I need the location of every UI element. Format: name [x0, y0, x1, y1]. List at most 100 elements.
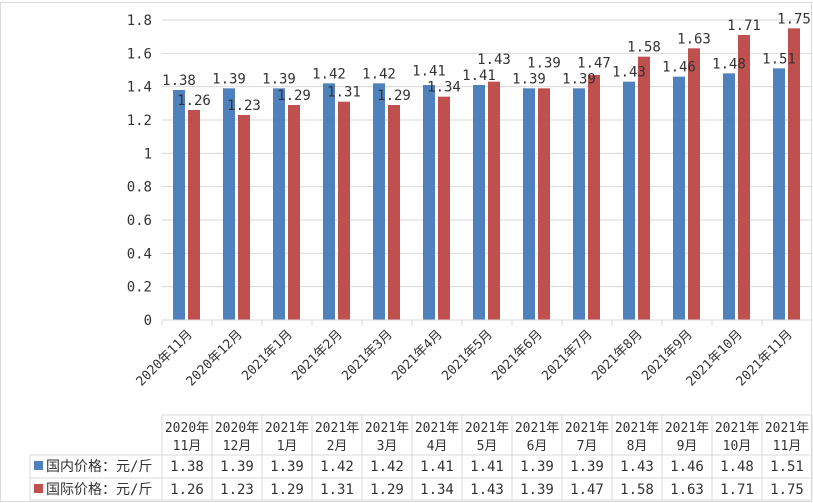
- bar-domestic: [273, 88, 285, 320]
- table-cell: 1.34: [420, 482, 454, 498]
- data-label-international: 1.39: [527, 55, 561, 71]
- table-header-month: 4月: [427, 439, 448, 454]
- bar-international: [638, 56, 650, 321]
- bar-international: [188, 110, 200, 320]
- data-label-international: 1.31: [327, 85, 361, 101]
- bar-international: [238, 115, 250, 320]
- bar-domestic: [223, 88, 235, 320]
- bar-domestic: [423, 85, 435, 320]
- table-cell: 1.48: [720, 459, 754, 475]
- table-cell: 1.58: [620, 482, 654, 498]
- x-tick-label: 2021年7月: [539, 327, 596, 384]
- table-header-year: 2020年: [165, 421, 209, 436]
- table-header-year: 2021年: [665, 421, 709, 436]
- data-label-international: 1.43: [477, 52, 511, 68]
- table-header-year: 2021年: [465, 421, 509, 436]
- table-cell: 1.29: [270, 482, 304, 498]
- bar-international: [388, 105, 400, 320]
- data-label-international: 1.71: [727, 18, 761, 34]
- x-tick-label: 2021年6月: [489, 327, 546, 384]
- bar-international: [788, 28, 800, 320]
- table-cell: 1.41: [470, 459, 504, 475]
- data-label-domestic: 1.39: [262, 71, 296, 87]
- bar-domestic: [573, 88, 585, 320]
- bar-international: [588, 75, 600, 320]
- table-header-year: 2020年: [215, 421, 259, 436]
- data-label-domestic: 1.43: [612, 65, 646, 81]
- table-header-year: 2021年: [265, 421, 309, 436]
- bar-domestic: [523, 88, 535, 320]
- data-label-international: 1.47: [577, 55, 611, 71]
- data-label-international: 1.29: [277, 88, 311, 104]
- y-tick-label: 0.2: [127, 280, 152, 296]
- table-header-month: 9月: [677, 439, 698, 454]
- table-cell: 1.41: [420, 459, 454, 475]
- x-tick-label: 2021年2月: [289, 327, 346, 384]
- y-tick-label: 0: [144, 313, 152, 329]
- x-tick-label: 2021年5月: [439, 327, 496, 384]
- bar-domestic: [323, 83, 335, 320]
- table-header-year: 2021年: [315, 421, 359, 436]
- table-header-month: 3月: [377, 439, 398, 454]
- table-cell: 1.39: [520, 482, 554, 498]
- table-cell: 1.46: [670, 459, 704, 475]
- x-tick-label: 2021年4月: [389, 327, 446, 384]
- bar-international: [738, 35, 750, 320]
- y-tick-label: 0.8: [127, 180, 152, 196]
- data-label-domestic: 1.39: [562, 71, 596, 87]
- data-label-domestic: 1.42: [312, 66, 346, 82]
- table-cell: 1.75: [770, 482, 804, 498]
- legend-swatch-domestic: [34, 461, 43, 470]
- data-label-international: 1.63: [677, 31, 711, 47]
- bar-international: [338, 101, 350, 321]
- data-label-domestic: 1.38: [162, 73, 196, 89]
- data-label-domestic: 1.42: [362, 66, 396, 82]
- table-cell: 1.23: [220, 482, 254, 498]
- table-cell: 1.31: [320, 482, 354, 498]
- bar-domestic: [173, 90, 185, 320]
- table-cell: 1.51: [770, 459, 804, 475]
- x-tick-label: 2021年3月: [339, 327, 396, 384]
- bar-international: [488, 81, 500, 321]
- legend-label: 国内价格：元/斤: [46, 459, 152, 475]
- table-cell: 1.47: [570, 482, 604, 498]
- table-header-month: 6月: [527, 439, 548, 454]
- table-cell: 1.29: [370, 482, 404, 498]
- table-header-month: 7月: [577, 439, 598, 454]
- data-label-international: 1.34: [427, 80, 461, 96]
- bar-domestic: [723, 73, 735, 320]
- data-label-international: 1.29: [377, 88, 411, 104]
- data-label-domestic: 1.48: [712, 56, 746, 72]
- table-cell: 1.38: [170, 459, 204, 475]
- table-cell: 1.43: [470, 482, 504, 498]
- table-header-year: 2021年: [765, 421, 809, 436]
- bar-domestic: [373, 83, 385, 320]
- table-cell: 1.43: [620, 459, 654, 475]
- data-label-domestic: 1.41: [462, 68, 496, 84]
- table-header-year: 2021年: [415, 421, 459, 436]
- x-tick-label: 2021年1月: [239, 327, 296, 384]
- y-tick-label: 1.6: [127, 46, 152, 62]
- bar-domestic: [673, 76, 685, 321]
- y-tick-label: 1.8: [127, 13, 152, 29]
- bar-domestic: [473, 85, 485, 320]
- table-header-month: 8月: [627, 439, 648, 454]
- table-cell: 1.39: [270, 459, 304, 475]
- table-header-year: 2021年: [365, 421, 409, 436]
- bar-international: [288, 105, 300, 320]
- table-cell: 1.26: [170, 482, 204, 498]
- bar-domestic: [773, 68, 785, 320]
- data-label-international: 1.23: [227, 98, 261, 114]
- bar-domestic: [623, 81, 635, 321]
- table-cell: 1.39: [220, 459, 254, 475]
- table-header-year: 2021年: [515, 421, 559, 436]
- table-cell: 1.39: [520, 459, 554, 475]
- data-label-domestic: 1.46: [662, 60, 696, 76]
- table-header-month: 11月: [173, 439, 202, 454]
- bar-international: [438, 96, 450, 321]
- table-header-month: 11月: [773, 439, 802, 454]
- y-tick-label: 1.2: [127, 113, 152, 129]
